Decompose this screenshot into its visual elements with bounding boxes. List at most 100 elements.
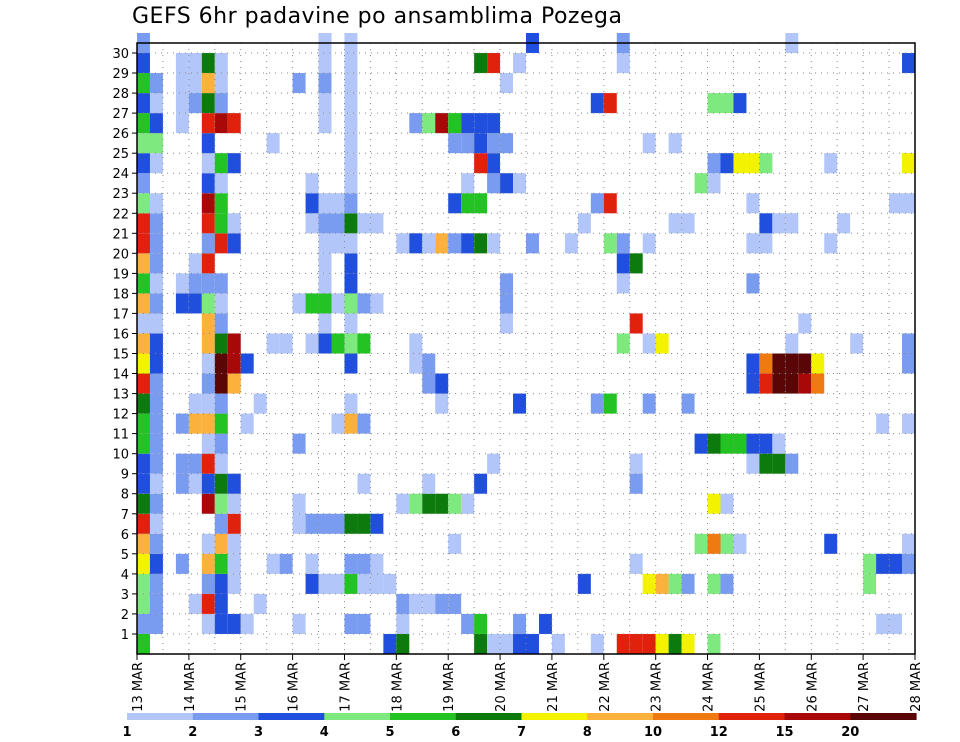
heatmap-cell: [292, 493, 306, 514]
heatmap-cell: [785, 373, 799, 394]
heatmap-cell: [149, 93, 163, 114]
heatmap-cell: [422, 373, 436, 394]
heatmap-cell: [422, 593, 436, 614]
heatmap-cell: [188, 53, 202, 74]
heatmap-cell: [344, 153, 358, 174]
heatmap-cell: [214, 493, 228, 514]
heatmap-cell: [474, 53, 488, 74]
heatmap-cell: [396, 633, 410, 654]
heatmap-cell: [137, 433, 150, 454]
heatmap-cell: [383, 633, 397, 654]
heatmap-cell: [707, 533, 721, 554]
heatmap-cell: [149, 573, 163, 594]
heatmap-cell: [850, 333, 864, 354]
heatmap-cell: [422, 473, 436, 494]
heatmap-cell: [435, 393, 449, 414]
heatmap-cell: [149, 213, 163, 234]
heatmap-cell: [759, 433, 773, 454]
heatmap-cell: [318, 313, 332, 334]
heatmap-cell: [137, 193, 150, 214]
heatmap-cell: [785, 353, 799, 374]
y-tick-label: 15: [112, 348, 129, 363]
heatmap-cell: [149, 393, 163, 414]
heatmap-cell: [201, 273, 215, 294]
heatmap-cell: [746, 193, 760, 214]
legend-swatch: [258, 713, 325, 720]
heatmap-cell: [227, 573, 241, 594]
y-tick-label: 25: [112, 147, 129, 162]
heatmap-cell: [149, 113, 163, 134]
heatmap-cell: [435, 233, 449, 254]
heatmap-cell: [305, 333, 319, 354]
heatmap-cell: [513, 393, 526, 414]
heatmap-cell: [733, 93, 747, 114]
heatmap-cell: [396, 613, 410, 634]
heatmap-cell: [214, 273, 228, 294]
heatmap-cell: [214, 113, 228, 134]
heatmap-cell: [188, 413, 202, 434]
heatmap-cell: [694, 533, 708, 554]
heatmap-cell: [331, 413, 345, 434]
heatmap-cell: [681, 213, 695, 234]
heatmap-cell: [772, 373, 786, 394]
legend-label: 15: [775, 725, 793, 740]
y-tick-label: 14: [112, 368, 129, 383]
heatmap-cell: [863, 573, 877, 594]
heatmap-cell: [344, 213, 358, 234]
heatmap-cell: [837, 213, 851, 234]
heatmap-cell: [357, 413, 371, 434]
heatmap-cell: [149, 273, 163, 294]
heatmap-cell: [500, 73, 514, 94]
heatmap-cell: [577, 573, 591, 594]
heatmap-cell: [642, 133, 656, 154]
heatmap-cell: [318, 273, 332, 294]
heatmap-cell: [227, 353, 241, 374]
heatmap-cell: [227, 493, 241, 514]
heatmap-cell: [474, 153, 488, 174]
heatmap-cell: [344, 193, 358, 214]
heatmap-cell: [668, 573, 682, 594]
heatmap-cell: [798, 373, 812, 394]
heatmap-cell: [720, 153, 734, 174]
heatmap-cell: [331, 213, 345, 234]
heatmap-cell: [902, 553, 915, 574]
heatmap-cell: [318, 573, 332, 594]
y-tick-label: 26: [112, 127, 129, 142]
x-tick-label: 14 MAR: [183, 662, 198, 712]
heatmap-cell: [746, 453, 760, 474]
legend-label: 8: [583, 725, 592, 740]
y-tick-label: 28: [112, 87, 129, 102]
heatmap-cell: [344, 273, 358, 294]
heatmap-cell: [227, 473, 241, 494]
heatmap-cell: [318, 193, 332, 214]
heatmap-cell: [422, 353, 436, 374]
heatmap-cell: [149, 553, 163, 574]
heatmap-cell: [305, 213, 319, 234]
heatmap-cell: [188, 593, 202, 614]
heatmap-cell: [344, 333, 358, 354]
heatmap-cell: [448, 593, 462, 614]
y-tick-label: 23: [112, 187, 129, 202]
heatmap-cell: [500, 133, 514, 154]
heatmap-cell: [137, 633, 150, 654]
heatmap-cell: [629, 553, 643, 574]
y-tick-label: 1: [121, 628, 129, 643]
heatmap-cell: [902, 533, 915, 554]
heatmap-cell: [137, 213, 150, 234]
legend-label: 3: [254, 725, 263, 740]
heatmap-cell: [201, 93, 215, 114]
heatmap-cell: [461, 493, 475, 514]
heatmap-cell: [409, 233, 423, 254]
heatmap-cell: [331, 233, 345, 254]
heatmap-cell: [409, 353, 423, 374]
heatmap-cell: [642, 393, 656, 414]
heatmap-cell: [474, 613, 488, 634]
x-tick-label: 26 MAR: [805, 662, 820, 712]
heatmap-cell: [149, 73, 163, 94]
heatmap-cell: [292, 73, 306, 94]
heatmap-cell: [707, 153, 721, 174]
heatmap-cell: [759, 353, 773, 374]
heatmap-cell: [149, 133, 163, 154]
heatmap-cell: [616, 273, 630, 294]
heatmap-cell: [137, 293, 150, 314]
